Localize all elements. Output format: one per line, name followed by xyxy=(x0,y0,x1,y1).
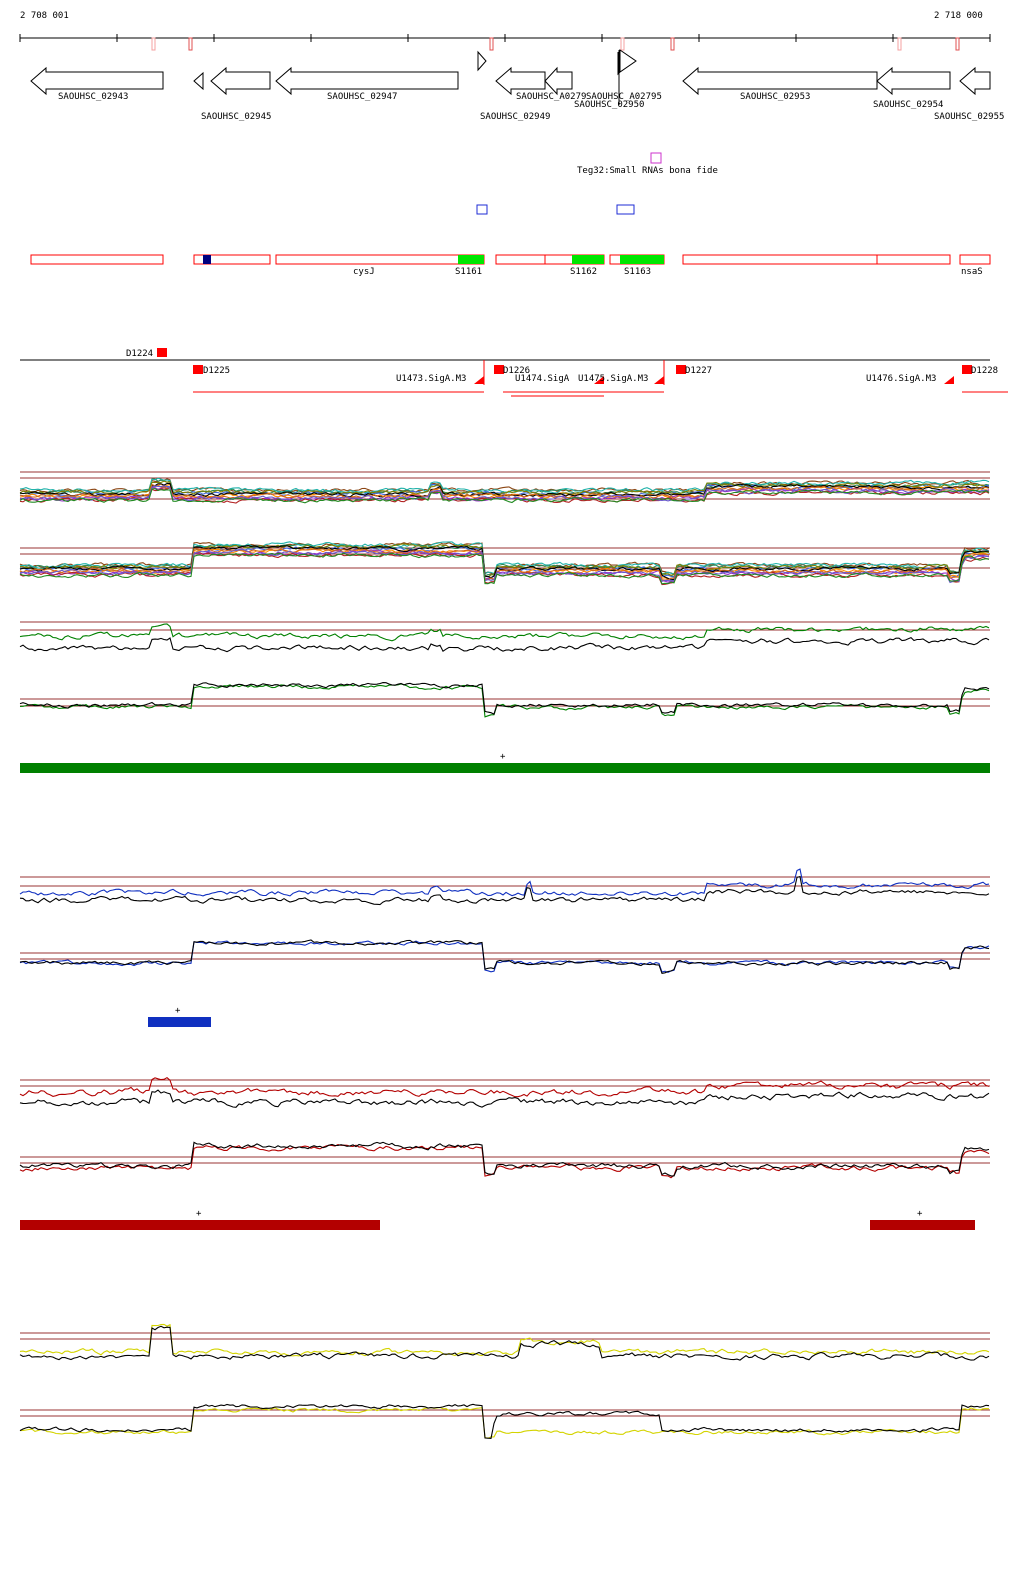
position-ruler xyxy=(19,34,991,51)
operon-marker[interactable] xyxy=(676,365,686,374)
expression-yellow-top xyxy=(19,1323,990,1361)
gene-label: SAOUHSC_02949 xyxy=(480,112,550,122)
gene-SAOUHSC_02955[interactable]: SAOUHSC_02955 xyxy=(934,66,1004,122)
region-bar-blue[interactable] xyxy=(148,1017,211,1027)
gene-label: SAOUHSC_02955 xyxy=(934,112,1004,122)
gene-SAOUHSC_02947[interactable]: SAOUHSC_02947 xyxy=(275,66,459,102)
plus-mark: + xyxy=(500,752,506,762)
ruler-start-label: 2 708 001 xyxy=(20,11,69,21)
gene-label: SAOUHSC_02950 xyxy=(574,100,644,110)
feature-box[interactable] xyxy=(193,254,271,265)
region-bars: + + + + xyxy=(20,752,990,1230)
promoter-label: U1476.SigA.M3 xyxy=(866,374,936,384)
segment-S1162[interactable] xyxy=(572,255,604,264)
gene-SAOUHSC_A02795[interactable]: SAOUHSC_A02795 xyxy=(586,49,662,105)
gene-SAOUHSC_A0279[interactable]: SAOUHSC_A0279 xyxy=(495,66,586,102)
gene-SAOUHSC_02943[interactable]: SAOUHSC_02943 xyxy=(30,66,164,102)
feature-box[interactable] xyxy=(30,254,164,265)
plus-mark: + xyxy=(175,1006,181,1016)
promoter-label: U1474.SigA xyxy=(515,374,570,384)
feature-label-nsaS: nsaS xyxy=(961,267,983,277)
expression-green-top xyxy=(19,621,990,653)
region-bar-red[interactable] xyxy=(870,1220,975,1230)
promoter-marker[interactable] xyxy=(654,376,664,384)
gene-SAOUHSC_02949[interactable]: SAOUHSC_02949 xyxy=(477,50,550,122)
feature-label-cysJ: cysJ xyxy=(353,267,375,277)
gene-label: SAOUHSC_02943 xyxy=(58,92,128,102)
gene-label: SAOUHSC_A0279 xyxy=(516,92,586,102)
region-bar-red[interactable] xyxy=(20,1220,380,1230)
feature-label-S1163: S1163 xyxy=(624,267,651,277)
plus-mark: + xyxy=(917,1209,923,1219)
srna-track: Teg32:Small RNAs bona fide xyxy=(476,152,718,215)
feature-box[interactable] xyxy=(682,254,951,265)
operon-label: D1224 xyxy=(126,349,153,359)
feature-label-S1162: S1162 xyxy=(570,267,597,277)
gene-SAOUHSC_02954[interactable]: SAOUHSC_02954 xyxy=(873,66,951,110)
feature-box[interactable] xyxy=(959,254,991,265)
promoter-label: U1475.SigA.M3 xyxy=(578,374,648,384)
operon-marker[interactable] xyxy=(157,348,167,357)
promoter-marker[interactable] xyxy=(594,376,604,384)
promoter-label: U1473.SigA.M3 xyxy=(396,374,466,384)
expression-multi-track-top xyxy=(19,471,990,504)
gene-label: SAOUHSC_02953 xyxy=(740,92,810,102)
operon-label: D1226 xyxy=(503,366,530,376)
plus-mark: + xyxy=(196,1209,202,1219)
operon-label: D1227 xyxy=(685,366,712,376)
expression-blue-bottom xyxy=(19,939,990,975)
promoter-marker[interactable] xyxy=(944,376,954,384)
segment-S1161[interactable] xyxy=(458,255,484,264)
region-bar-green[interactable] xyxy=(20,763,990,773)
gene-track: SAOUHSC_02943 SAOUHSC_02945 SAOUHSC_0294… xyxy=(30,49,1004,122)
operon-track: D1224 D1225 D1226 D1227 D1228 U1473.SigA… xyxy=(20,348,1008,397)
feature-track: cysJ S1161 S1162 S1163 nsaS xyxy=(30,254,991,277)
gene-label: SAOUHSC_A02795 xyxy=(586,92,662,102)
srna-label: Teg32:Small RNAs bona fide xyxy=(577,166,718,176)
promoter-marker[interactable] xyxy=(474,376,484,384)
ncrna-marker[interactable] xyxy=(616,204,635,215)
operon-label: D1225 xyxy=(203,366,230,376)
feature-label-S1161: S1161 xyxy=(455,267,482,277)
gene-label: SAOUHSC_02945 xyxy=(201,112,271,122)
operon-marker[interactable] xyxy=(494,365,504,374)
expression-blue-top xyxy=(19,868,990,906)
expression-red-top xyxy=(19,1077,990,1108)
ncrna-marker[interactable] xyxy=(476,204,488,215)
ruler-end-label: 2 718 000 xyxy=(934,11,983,21)
expression-red-bottom xyxy=(19,1141,990,1179)
operon-marker[interactable] xyxy=(962,365,972,374)
gene-SAOUHSC_02945[interactable]: SAOUHSC_02945 xyxy=(193,66,271,122)
segment-S1163[interactable] xyxy=(620,255,664,264)
operon-marker[interactable] xyxy=(193,365,203,374)
gene-SAOUHSC_02950[interactable]: SAOUHSC_02950 xyxy=(574,100,644,110)
gene-label: SAOUHSC_02954 xyxy=(873,100,943,110)
feature-marker xyxy=(203,255,211,264)
srna-marker[interactable] xyxy=(650,152,662,164)
expression-multi-track-bottom xyxy=(19,541,990,586)
expression-green-bottom xyxy=(19,682,990,718)
gene-SAOUHSC_02953[interactable]: SAOUHSC_02953 xyxy=(682,66,878,102)
feature-box[interactable] xyxy=(275,254,485,265)
gene-label: SAOUHSC_02947 xyxy=(327,92,397,102)
operon-label: D1228 xyxy=(971,366,998,376)
expression-yellow-bottom xyxy=(19,1403,990,1439)
